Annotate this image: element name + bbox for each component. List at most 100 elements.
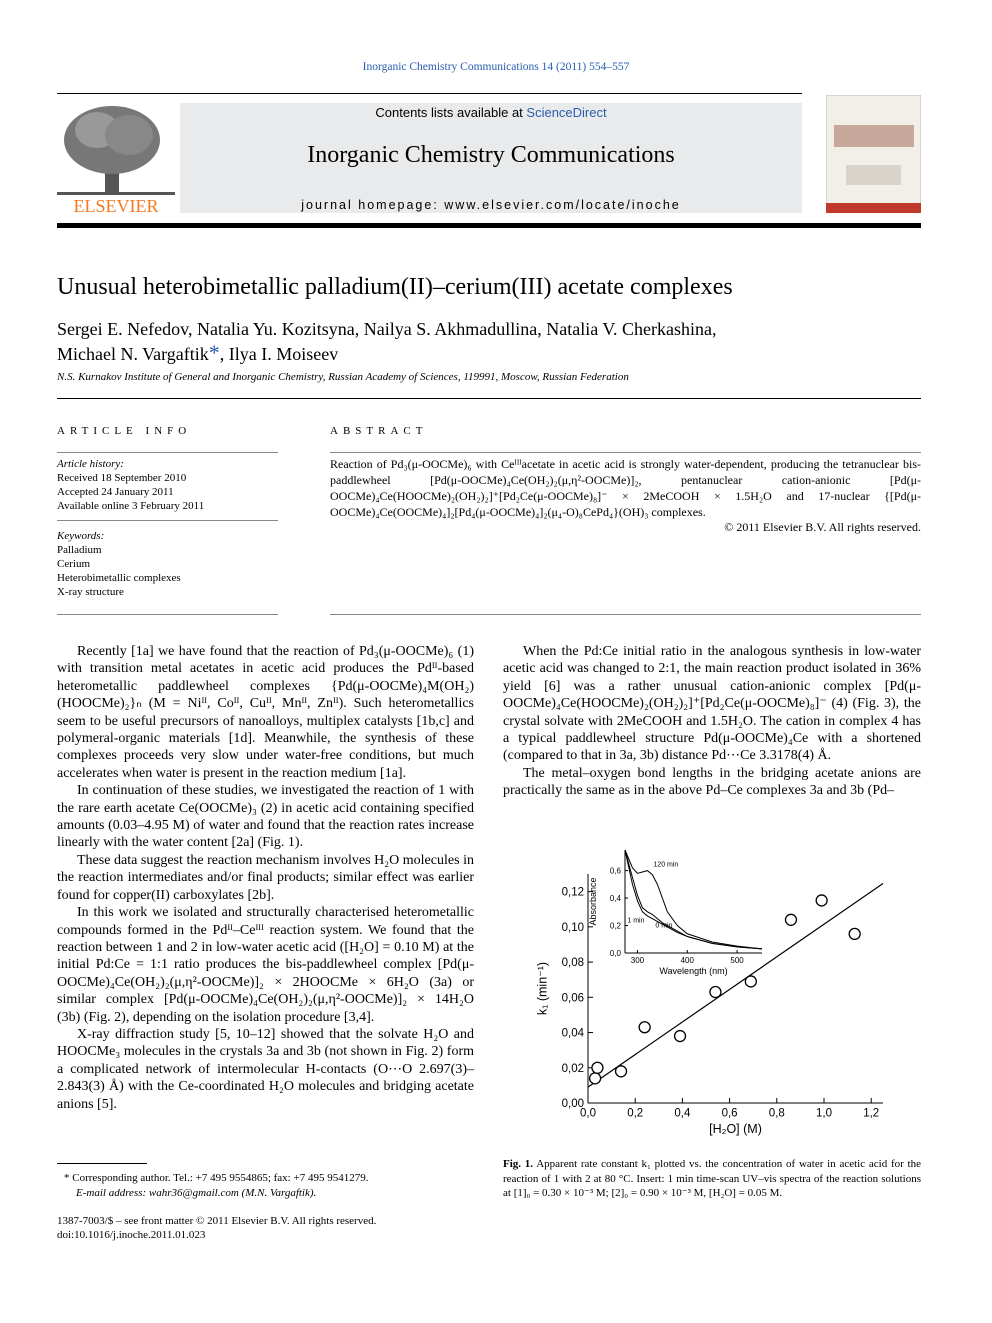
y-tick-label: 0,4 xyxy=(610,894,622,903)
keyword: Heterobimetallic complexes xyxy=(57,572,181,584)
paragraph: These data suggest the reaction mechanis… xyxy=(57,852,474,903)
rule xyxy=(330,452,921,453)
paragraph: When the Pd:Ce initial ratio in the anal… xyxy=(503,644,921,764)
rule xyxy=(57,614,278,615)
rule xyxy=(57,1163,147,1164)
journal-name: Inorganic Chemistry Communications xyxy=(307,142,675,168)
journal-cover xyxy=(826,95,921,213)
spectrum xyxy=(624,849,763,950)
data-point xyxy=(815,894,828,907)
y-tick-label: 0,02 xyxy=(562,1063,584,1075)
series-label: 1 min xyxy=(627,918,644,925)
journal-banner xyxy=(180,103,802,213)
x-tick-label: 0,8 xyxy=(769,1108,785,1120)
rule xyxy=(57,452,278,453)
x-tick-label: 1,2 xyxy=(863,1108,879,1120)
rule xyxy=(57,398,921,399)
data-point xyxy=(709,985,722,999)
y-axis-label: k₁ (min⁻¹) xyxy=(536,962,550,1015)
fit-line xyxy=(587,883,884,1088)
doi: doi:10.1016/j.inoche.2011.01.023 xyxy=(57,1229,206,1241)
x-tick-label: 0,2 xyxy=(627,1108,643,1120)
y-tick-label: 0,10 xyxy=(562,922,584,934)
data-point xyxy=(744,975,757,988)
y-axis-label: Absorbance xyxy=(588,877,598,925)
x-tick-label: 0,6 xyxy=(722,1108,738,1120)
authors: Michael N. Vargaftik*, Ilya I. Moiseev xyxy=(57,340,338,366)
data-point xyxy=(588,1072,602,1085)
paragraph: Recently [1a] we have found that the rea… xyxy=(57,644,474,781)
y-tick-label: 0,0 xyxy=(610,949,622,958)
paragraph: X-ray diffraction study [5, 10–12] showe… xyxy=(57,1026,474,1112)
x-tick-label: 0,0 xyxy=(580,1108,596,1120)
citation: Inorganic Chemistry Communications 14 (2… xyxy=(362,61,630,73)
x-tick-label: 1,0 xyxy=(816,1108,832,1120)
caption-text: Apparent rate constant k₁ plotted vs. th… xyxy=(503,1158,921,1199)
y-tick-label: 0,06 xyxy=(562,992,584,1004)
x-tick-label: 400 xyxy=(681,956,695,965)
footnote: E-mail address: wahr36@gmail.com (M.N. V… xyxy=(76,1187,317,1199)
data-point xyxy=(784,913,798,926)
figure-caption: Fig. 1. Apparent rate constant k₁ plotte… xyxy=(503,1157,921,1201)
y-tick-label: 0,08 xyxy=(562,957,584,969)
homepage: journal homepage: www.elsevier.com/locat… xyxy=(301,198,681,212)
publisher: ELSEVIER xyxy=(73,196,159,216)
rule xyxy=(57,520,278,521)
keyword: X-ray structure xyxy=(57,586,124,598)
affiliation: N.S. Kurnakov Institute of General and I… xyxy=(57,371,629,383)
abstract-text: Reaction of Pd₃(μ-OOCMe)₆ with Ceᴵᴵᴵacet… xyxy=(330,457,921,519)
history-item: Accepted 24 January 2011 xyxy=(57,486,174,498)
keyword: Cerium xyxy=(57,558,90,570)
y-tick-label: 0,00 xyxy=(562,1098,584,1110)
data-point xyxy=(848,927,861,941)
rule xyxy=(330,614,921,615)
y-tick-label: 0,12 xyxy=(562,887,584,899)
x-axis-label: Wavelength (nm) xyxy=(659,966,727,976)
author: , Ilya I. Moiseev xyxy=(219,344,339,364)
corresponding-marker[interactable]: * xyxy=(208,340,220,365)
history-item: Received 18 September 2010 xyxy=(57,472,187,484)
x-tick-label: 500 xyxy=(730,956,744,965)
series-label: 0 min xyxy=(655,922,672,929)
history-heading: Article history: xyxy=(57,458,124,470)
article-info: Article history: Received 18 September 2… xyxy=(57,457,204,513)
front-matter: 1387-7003/$ – see front matter © 2011 El… xyxy=(57,1215,377,1227)
sciencedirect-link[interactable]: ScienceDirect xyxy=(526,105,607,120)
section-heading: ARTICLE INFO xyxy=(57,425,192,437)
data-point xyxy=(638,1021,651,1034)
body-left: Recently [1a] we have found that the rea… xyxy=(57,643,474,1113)
paragraph: In this work we isolated and structurall… xyxy=(57,905,474,1025)
y-tick-label: 0,6 xyxy=(610,866,622,875)
contents-text: Contents lists available at xyxy=(375,105,527,120)
paragraph: In continuation of these studies, we inv… xyxy=(57,783,474,851)
authors: Sergei E. Nefedov, Natalia Yu. Kozitsyna… xyxy=(57,319,717,339)
article-title: Unusual heterobimetallic palladium(II)–c… xyxy=(57,274,733,300)
thick-rule xyxy=(57,223,921,228)
paragraph: The metal–oxygen bond lengths in the bri… xyxy=(503,765,921,799)
history-item: Available online 3 February 2011 xyxy=(57,500,205,512)
x-tick-label: 300 xyxy=(631,956,645,965)
figure-label: Fig. 1. xyxy=(503,1158,534,1170)
contents-line: Contents lists available at ScienceDirec… xyxy=(180,105,802,120)
keywords-heading: Keywords: xyxy=(57,530,105,542)
inset-background xyxy=(625,850,762,953)
y-tick-label: 0,04 xyxy=(562,1028,585,1040)
footnote: * Corresponding author. Tel.: +7 495 955… xyxy=(64,1172,369,1184)
rule xyxy=(57,93,802,94)
spectrum xyxy=(624,849,763,950)
x-axis-label: [H₂O] (M) xyxy=(709,1122,762,1136)
copyright: © 2011 Elsevier B.V. All rights reserved… xyxy=(724,520,921,534)
section-heading: ABSTRACT xyxy=(330,425,428,437)
author: Michael N. Vargaftik xyxy=(57,344,209,364)
data-point xyxy=(614,1065,628,1078)
y-tick-label: 0,2 xyxy=(610,921,622,930)
x-tick-label: 0,4 xyxy=(674,1108,691,1120)
body-right: When the Pd:Ce initial ratio in the anal… xyxy=(503,643,921,800)
elsevier-logo xyxy=(57,106,175,195)
keywords: Keywords: Palladium Cerium Heterobimetal… xyxy=(57,529,181,599)
data-point xyxy=(591,1061,604,1074)
data-point xyxy=(673,1029,687,1043)
keyword: Palladium xyxy=(57,544,102,556)
